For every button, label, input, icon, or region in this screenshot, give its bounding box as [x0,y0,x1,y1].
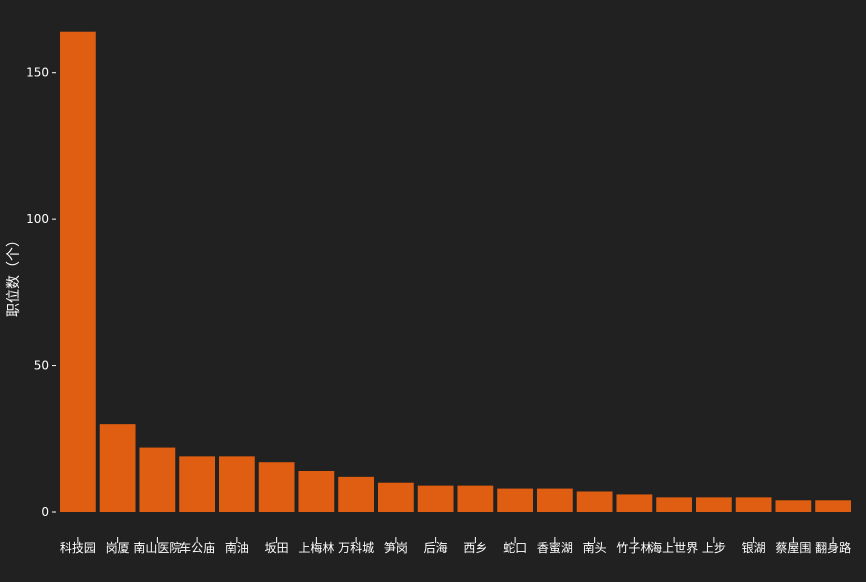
bar-5[interactable] [258,462,295,512]
x-tick-label: 南油 [225,540,249,555]
bar-14[interactable] [616,494,653,512]
bar-12[interactable] [536,488,573,512]
bar-15[interactable] [656,497,693,512]
bar-1[interactable] [99,424,136,512]
x-tick-label: 笋岗 [384,540,408,555]
y-tick-label: 100 [26,212,49,226]
x-tick-label: 上梅林 [298,540,334,555]
x-tick-label: 蔡屋围 [775,541,811,555]
y-tick-label: 150 [26,66,49,80]
bar-2[interactable] [139,447,176,512]
bar-8[interactable] [377,482,414,512]
y-tick-label: 0 [41,505,49,519]
bar-18[interactable] [775,500,812,512]
x-tick-label: 蛇口 [503,540,527,555]
bar-9[interactable] [417,485,454,512]
x-tick-label: 竹子林 [616,541,652,555]
x-tick-label: 香蜜湖 [537,540,573,555]
bar-17[interactable] [735,497,772,512]
bar-4[interactable] [218,456,255,512]
x-tick-label: 南头 [583,540,607,555]
bar-7[interactable] [338,476,375,512]
bars [59,31,852,513]
bar-3[interactable] [179,456,216,512]
y-axis: 0 50 100 150 [26,66,56,519]
x-tick-label: 车公庙 [179,540,215,555]
x-tick-label: 银湖 [742,540,766,555]
bar-6[interactable] [298,471,335,512]
x-tick-label: 后海 [424,540,448,555]
x-tick-label: 西乡 [463,541,487,555]
y-axis-label: 职位数（个） [6,233,22,317]
x-tick-label: 翻身路 [815,540,851,555]
x-tick-label: 上步 [702,541,726,555]
x-tick-label: 万科城 [338,541,374,555]
x-tick-label: 海上世界 [650,540,698,555]
bar-16[interactable] [695,497,732,512]
bar-19[interactable] [815,500,852,512]
x-tick-label: 岗厦 [106,541,130,555]
x-tick-label: 科技园 [60,541,96,555]
bar-13[interactable] [576,491,613,513]
x-tick-label: 南山医院 [133,540,181,555]
bar-0[interactable] [59,31,96,512]
x-tick-label: 坂田 [265,541,289,555]
bar-10[interactable] [457,485,494,512]
bar-11[interactable] [497,488,534,512]
y-tick-label: 50 [34,359,49,373]
